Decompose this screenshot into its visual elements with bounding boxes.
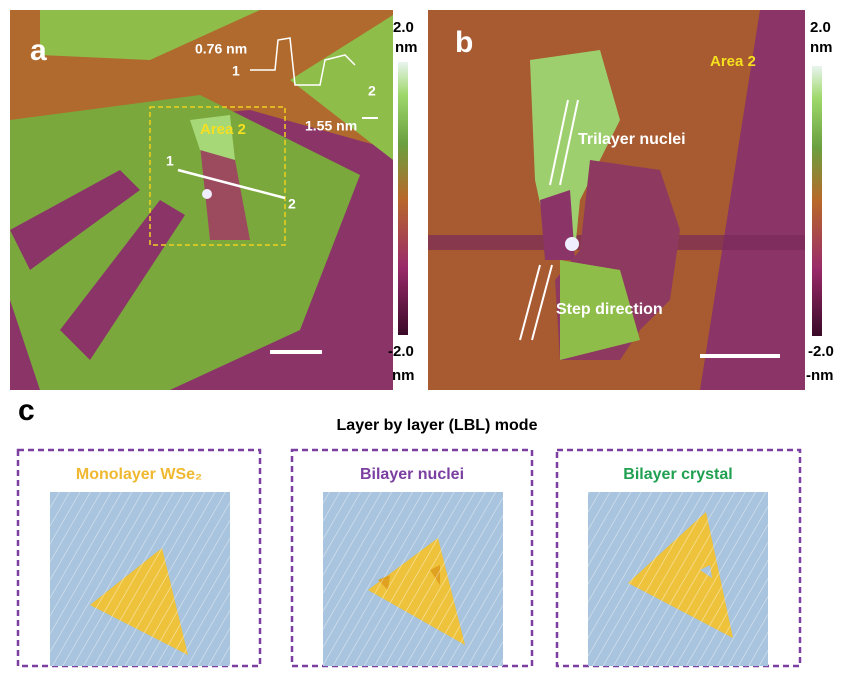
afm-image-b xyxy=(428,10,805,390)
annotation: Step direction xyxy=(556,301,663,318)
panel-label: c xyxy=(18,394,35,427)
colorbar-label: nm xyxy=(392,367,415,384)
annotation: 2 xyxy=(288,196,296,212)
colorbar-label: -2.0 xyxy=(388,343,414,360)
annotation: 1.55 nm xyxy=(305,118,357,134)
colorbar-label: 2.0 xyxy=(810,19,831,36)
schematic-box xyxy=(290,448,534,668)
area-label: Area 2 xyxy=(710,53,756,70)
annotation: 0.76 nm xyxy=(195,41,247,57)
schematic-box xyxy=(16,448,262,668)
annotation: Trilayer nuclei xyxy=(578,131,686,148)
colorbar-label: nm xyxy=(395,39,418,56)
panel-label: b xyxy=(455,26,473,59)
colorbar-label: -nm xyxy=(806,367,834,384)
annotation: 1 xyxy=(166,153,174,169)
colorbar xyxy=(398,62,408,335)
colorbar-label: nm xyxy=(810,39,833,56)
annotation: 1 xyxy=(232,63,240,79)
colorbar-label: 2.0 xyxy=(393,19,414,36)
panel-label: a xyxy=(30,34,47,67)
panel-title: Layer by layer (LBL) mode xyxy=(337,417,538,434)
box-title: Monolayer WSe₂ xyxy=(76,466,202,483)
box-title: Bilayer nuclei xyxy=(360,466,464,483)
afm-image-a xyxy=(10,10,393,390)
annotation: 2 xyxy=(368,83,376,99)
colorbar xyxy=(812,66,822,336)
area-label: Area 2 xyxy=(200,121,246,138)
box-title: Bilayer crystal xyxy=(623,466,732,483)
schematic-box xyxy=(555,448,802,668)
colorbar-label: -2.0 xyxy=(808,343,834,360)
